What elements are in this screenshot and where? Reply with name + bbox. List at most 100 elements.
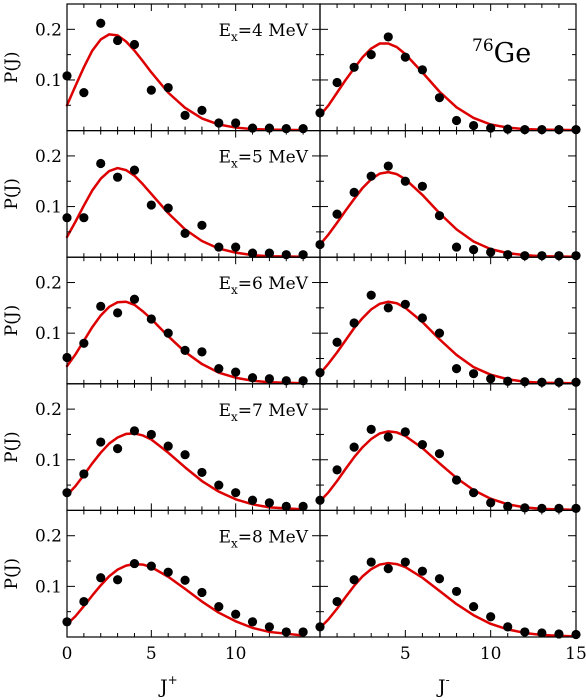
y-tick-label: 0.2	[35, 20, 62, 40]
data-point	[434, 211, 445, 221]
data-point	[383, 303, 393, 313]
data-point	[469, 602, 479, 612]
data-point	[79, 88, 89, 98]
nucleus-label: 76Ge	[472, 36, 531, 69]
data-point	[281, 501, 291, 511]
y-tick-label: 0.2	[35, 147, 62, 167]
panel-frame	[319, 256, 577, 385]
data-point	[180, 110, 190, 121]
y-tick-label: 0.2	[35, 400, 62, 420]
data-point	[264, 498, 274, 508]
data-point	[180, 450, 190, 460]
y-axis-label: P(J)	[2, 178, 22, 210]
y-tick-label: 0.1	[35, 324, 62, 344]
data-point	[247, 373, 258, 383]
data-point	[366, 424, 376, 434]
data-point	[96, 573, 106, 583]
data-point	[349, 575, 359, 585]
data-point	[417, 65, 427, 75]
data-point	[180, 228, 190, 238]
data-point	[146, 200, 156, 210]
panel-positive-row-3: 0.1 0.2 P(J) Ex=6 MeV	[2, 256, 321, 386]
y-tick-label: 0.1	[35, 451, 62, 471]
data-point	[451, 364, 462, 374]
data-point	[231, 242, 241, 252]
fit-curve-positive-row-4	[65, 432, 305, 511]
data-point	[469, 369, 479, 379]
data-point	[264, 248, 274, 258]
data-point	[129, 426, 140, 436]
data-point	[520, 627, 530, 637]
data-point	[332, 209, 342, 219]
data-point	[383, 432, 393, 442]
data-point	[129, 558, 140, 569]
data-point	[197, 467, 207, 478]
data-point	[96, 437, 106, 447]
data-point	[298, 627, 308, 637]
data-point	[400, 299, 410, 309]
data-point	[417, 439, 427, 450]
data-point	[113, 444, 123, 454]
data-point	[434, 449, 445, 459]
panel-energy-label: Ex=8 MeV	[219, 527, 309, 550]
data-point	[214, 364, 224, 374]
data-point	[163, 203, 173, 213]
fit-curve-negative-row-3	[318, 300, 578, 385]
nucleus-symbol: Ge	[494, 38, 532, 69]
fit-curve-negative-row-5	[318, 561, 578, 638]
panel-negative-row-1	[315, 3, 581, 135]
x-axis-label-negative: J-	[436, 673, 450, 698]
y-axis-label: P(J)	[2, 305, 22, 337]
fit-curve-positive-row-3	[65, 300, 305, 385]
data-point	[197, 220, 207, 230]
fit-curve-negative-row-1	[318, 42, 578, 132]
data-point	[79, 596, 89, 607]
panel-negative-row-5: 5 10 15	[315, 509, 586, 664]
x-tick-label: 5	[400, 644, 411, 664]
panel-frame	[319, 509, 577, 638]
y-axis-label: P(J)	[2, 52, 22, 84]
y-axis-label: P(J)	[2, 558, 22, 590]
data-point	[247, 248, 258, 258]
x-tick-label: 0	[62, 644, 73, 664]
y-tick-label: 0.1	[35, 577, 62, 597]
data-point	[180, 575, 190, 585]
data-point	[79, 213, 89, 223]
data-point	[96, 158, 106, 169]
data-point	[469, 488, 479, 498]
data-point	[332, 465, 342, 475]
fit-curve-positive-row-2	[65, 166, 305, 258]
data-point	[146, 561, 156, 571]
data-point	[434, 574, 445, 584]
data-point	[486, 498, 496, 508]
x-axis-label-positive-sup: +	[168, 673, 178, 687]
x-axis-label-positive-base: J	[158, 676, 168, 698]
data-point	[366, 171, 376, 181]
data-point	[113, 35, 123, 46]
data-point	[417, 566, 427, 576]
panel-energy-label: Ex=7 MeV	[219, 401, 309, 424]
data-point	[366, 50, 376, 60]
data-point	[434, 328, 445, 338]
data-point	[231, 118, 241, 128]
fit-curve-positive-row-5	[65, 562, 305, 637]
data-point	[197, 105, 207, 115]
data-point	[79, 469, 89, 479]
y-tick-label: 0.1	[35, 198, 62, 218]
data-point	[503, 622, 513, 632]
data-point	[146, 314, 156, 324]
data-point	[113, 308, 123, 318]
data-point	[400, 427, 410, 437]
data-point	[383, 161, 393, 171]
data-point	[366, 290, 376, 300]
panel-negative-row-2	[315, 130, 581, 261]
data-point	[400, 52, 410, 62]
data-point	[264, 622, 274, 632]
data-point	[264, 374, 274, 384]
data-point	[146, 85, 156, 95]
x-tick-label: 5	[146, 644, 157, 664]
data-point	[214, 480, 224, 490]
data-point	[247, 617, 258, 627]
